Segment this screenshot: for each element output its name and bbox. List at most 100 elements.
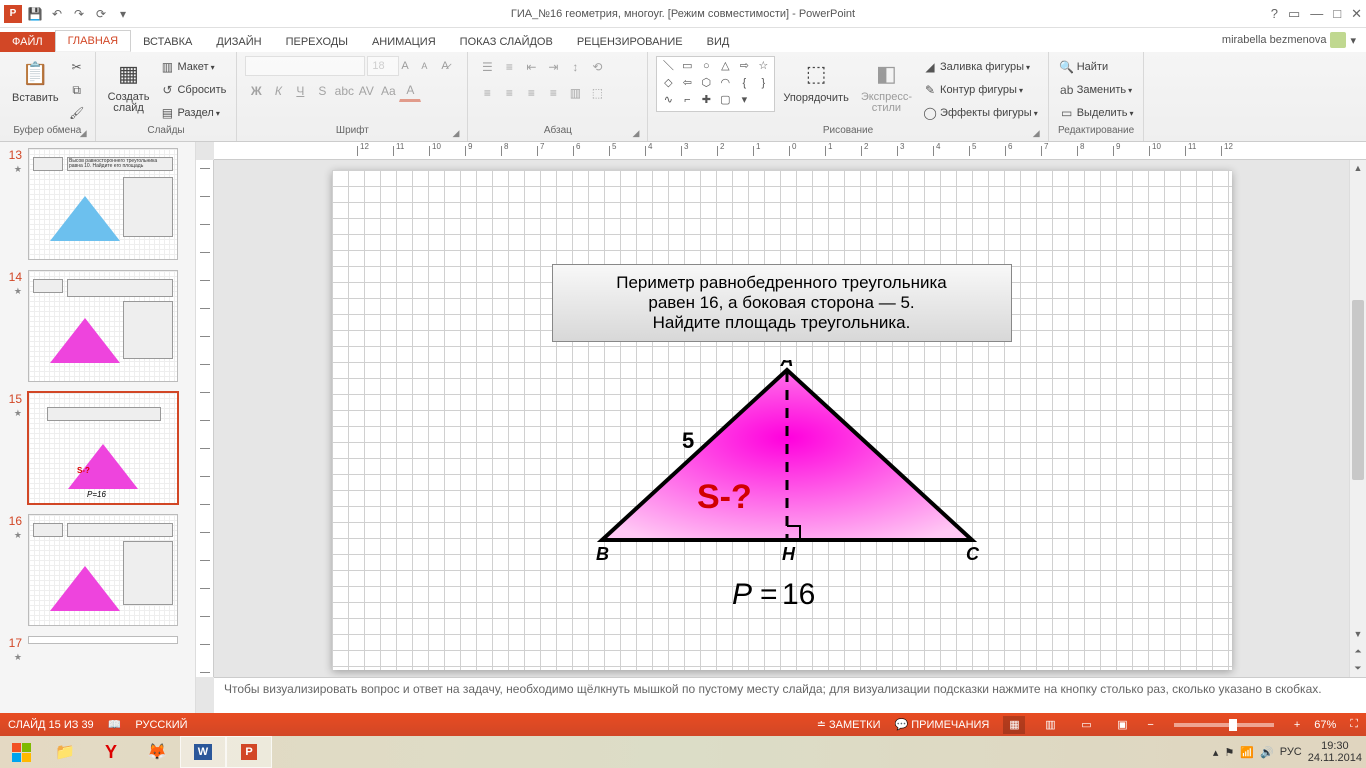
ribbon-opts-icon[interactable]: ▭ (1288, 6, 1300, 22)
tab-design[interactable]: ДИЗАЙН (204, 32, 273, 52)
slide-canvas[interactable]: Периметр равнобедренного треугольника ра… (214, 160, 1349, 677)
italic-button[interactable]: К (267, 80, 289, 102)
justify-button[interactable]: ≡ (542, 82, 564, 104)
para-launcher-icon[interactable]: ◢ (632, 128, 639, 139)
tab-file[interactable]: ФАЙЛ (0, 32, 55, 52)
prev-slide-icon[interactable]: ⏶ (1350, 643, 1366, 660)
comments-toggle[interactable]: 💬 ПРИМЕЧАНИЯ (895, 718, 990, 731)
bold-button[interactable]: Ж (245, 80, 267, 102)
scroll-up-icon[interactable]: ▲ (1350, 160, 1366, 177)
save-icon[interactable]: 💾 (26, 5, 44, 23)
user-account[interactable]: mirabella bezmenova ▾ (1222, 32, 1356, 48)
fit-window-icon[interactable]: ⛶ (1350, 718, 1358, 731)
new-slide-button[interactable]: ▦ Создать слайд (104, 56, 154, 116)
align-left-button[interactable]: ≡ (476, 82, 498, 104)
taskbar-powerpoint[interactable]: P (226, 736, 272, 768)
numbering-button[interactable]: ≡ (498, 56, 520, 78)
tray-flag-icon[interactable]: ⚑ (1224, 746, 1234, 759)
tab-home[interactable]: ГЛАВНАЯ (55, 30, 131, 52)
sorter-view-icon[interactable]: ▥ (1039, 716, 1061, 734)
shape-tri-icon[interactable]: △ (716, 59, 734, 75)
align-center-button[interactable]: ≡ (498, 82, 520, 104)
language-status[interactable]: РУССКИЙ (135, 719, 187, 731)
taskbar-firefox[interactable]: 🦊 (134, 736, 180, 768)
select-button[interactable]: ▭Выделить▾ (1057, 102, 1136, 124)
shape-rect-icon[interactable]: ▭ (678, 59, 696, 75)
zoom-slider[interactable] (1174, 723, 1274, 727)
triangle-figure[interactable]: A B C H 5 S-? P = 16 (582, 360, 992, 620)
shape-effects-button[interactable]: ◯Эффекты фигуры▾ (920, 102, 1040, 124)
taskbar-yandex[interactable]: Y (88, 736, 134, 768)
line-spacing-button[interactable]: ↕ (564, 56, 586, 78)
font-size-input[interactable] (367, 56, 399, 76)
shape-cloud-icon[interactable]: ◠ (716, 76, 734, 92)
indent-dec-button[interactable]: ⇤ (520, 56, 542, 78)
scroll-down-icon[interactable]: ▼ (1350, 626, 1366, 643)
zoom-level[interactable]: 67% (1314, 719, 1336, 731)
find-button[interactable]: 🔍Найти (1057, 56, 1136, 78)
case-button[interactable]: Aa (377, 80, 399, 102)
shape-arrow-icon[interactable]: ⇨ (735, 59, 753, 75)
cut-button[interactable]: ✂ (67, 56, 87, 78)
shape-oval-icon[interactable]: ○ (697, 59, 715, 75)
undo-icon[interactable]: ↶ (48, 5, 66, 23)
reset-button[interactable]: ↺Сбросить (157, 79, 228, 101)
tray-lang[interactable]: РУС (1280, 746, 1302, 758)
shape-hex-icon[interactable]: ⬡ (697, 76, 715, 92)
font-family-input[interactable] (245, 56, 365, 76)
clear-format-icon[interactable]: A̷ (441, 60, 459, 72)
shape-outline-button[interactable]: ✎Контур фигуры▾ (920, 79, 1040, 101)
spellcheck-icon[interactable]: 📖 (108, 718, 122, 731)
layout-button[interactable]: ▥Макет▾ (157, 56, 228, 78)
reading-view-icon[interactable]: ▭ (1075, 716, 1097, 734)
draw-launcher-icon[interactable]: ◢ (1033, 128, 1040, 139)
next-slide-icon[interactable]: ⏷ (1350, 660, 1366, 677)
shape-line-icon[interactable]: ＼ (659, 59, 677, 75)
tab-animation[interactable]: АНИМАЦИЯ (360, 32, 448, 52)
shape-brace-icon[interactable]: { (735, 76, 753, 92)
thumb-17[interactable]: 17★ (0, 634, 195, 671)
scrollbar-thumb[interactable] (1352, 300, 1364, 480)
font-launcher-icon[interactable]: ◢ (452, 128, 459, 139)
tray-network-icon[interactable]: 📶 (1240, 746, 1254, 759)
shape-diamond-icon[interactable]: ◇ (659, 76, 677, 92)
font-color-button[interactable]: A (399, 80, 421, 102)
text-dir-button[interactable]: ⟲ (586, 56, 608, 78)
zoom-out-icon[interactable]: − (1147, 719, 1153, 731)
spacing-button[interactable]: AV (355, 80, 377, 102)
slideshow-view-icon[interactable]: ▣ (1111, 716, 1133, 734)
indent-inc-button[interactable]: ⇥ (542, 56, 564, 78)
taskbar-explorer[interactable]: 📁 (42, 736, 88, 768)
shape-more-icon[interactable]: ▾ (735, 93, 753, 109)
repeat-icon[interactable]: ⟳ (92, 5, 110, 23)
shadow-button[interactable]: abc (333, 80, 355, 102)
clipboard-launcher-icon[interactable]: ◢ (80, 128, 87, 139)
maximize-icon[interactable]: □ (1333, 6, 1341, 21)
strike-button[interactable]: S (311, 80, 333, 102)
grow-font-icon[interactable]: A (401, 60, 419, 72)
shape-arrowl-icon[interactable]: ⇦ (678, 76, 696, 92)
shape-curve-icon[interactable]: ∿ (659, 93, 677, 109)
shape-star-icon[interactable]: ☆ (754, 59, 772, 75)
problem-text-box[interactable]: Периметр равнобедренного треугольника ра… (552, 264, 1012, 342)
replace-button[interactable]: abЗаменить▾ (1057, 79, 1136, 101)
paste-button[interactable]: 📋 Вставить (8, 56, 63, 106)
zoom-in-icon[interactable]: + (1294, 719, 1300, 731)
tab-insert[interactable]: ВСТАВКА (131, 32, 204, 52)
shrink-font-icon[interactable]: A (421, 61, 439, 71)
format-painter-button[interactable]: 🖌 (67, 102, 87, 124)
shape-rnd-icon[interactable]: ▢ (716, 93, 734, 109)
tray-volume-icon[interactable]: 🔊 (1260, 746, 1274, 759)
tab-view[interactable]: ВИД (695, 32, 742, 52)
tray-up-icon[interactable]: ▴ (1213, 746, 1219, 759)
align-right-button[interactable]: ≡ (520, 82, 542, 104)
minimize-icon[interactable]: — (1310, 6, 1323, 21)
bullets-button[interactable]: ☰ (476, 56, 498, 78)
copy-button[interactable]: ⧉ (67, 79, 87, 101)
notes-pane[interactable]: Чтобы визуализировать вопрос и ответ на … (214, 677, 1366, 713)
thumb-15[interactable]: 15★ S-? P=16 (0, 390, 195, 512)
thumb-13[interactable]: 13★ Высов равностороннего треугольника р… (0, 146, 195, 268)
thumb-16[interactable]: 16★ (0, 512, 195, 634)
columns-button[interactable]: ▥ (564, 82, 586, 104)
underline-button[interactable]: Ч (289, 80, 311, 102)
